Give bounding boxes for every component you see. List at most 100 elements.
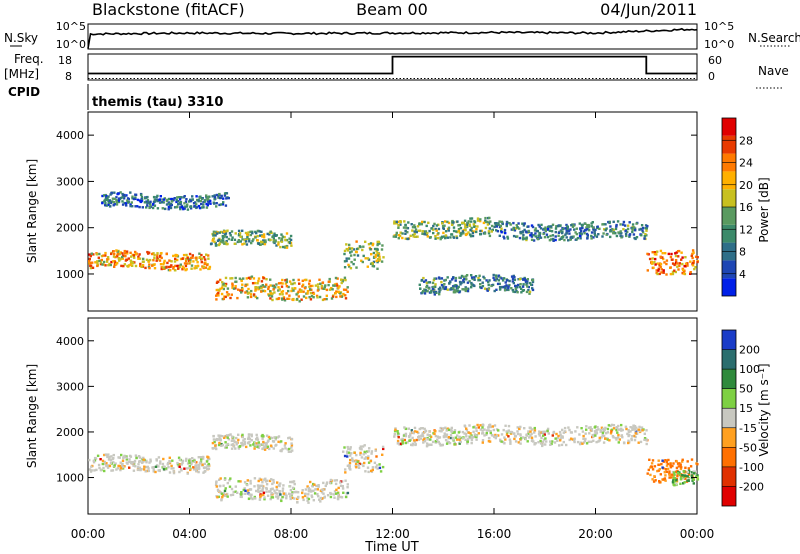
power-cell <box>451 287 455 290</box>
velocity-cell <box>399 442 403 445</box>
power-cell <box>186 203 189 206</box>
velocity-cell <box>397 436 400 439</box>
power-cell <box>102 254 105 257</box>
x-axis-ticks: 00:00 04:00 08:00 12:00 16:00 20:00 00:00 <box>71 112 714 541</box>
power-cell <box>121 252 124 255</box>
power-cell <box>188 262 191 265</box>
power-cell <box>438 290 441 293</box>
power-cell <box>219 240 223 243</box>
velocity-cell <box>346 455 349 458</box>
velocity-cell <box>497 429 500 432</box>
power-cell <box>479 218 482 221</box>
power-cell <box>179 201 183 204</box>
velocity-cell <box>587 440 590 443</box>
power-cell <box>116 252 120 256</box>
power-cell <box>134 196 137 199</box>
power-cell <box>272 237 275 240</box>
power-cell <box>421 232 424 235</box>
velocity-cell <box>629 426 632 429</box>
power-cell <box>433 293 436 296</box>
velocity-colorbar-tick-label: 15 <box>739 402 753 415</box>
velocity-cell <box>107 458 111 461</box>
power-cell <box>130 201 133 204</box>
power-cell <box>260 287 263 290</box>
power-cell <box>526 282 529 285</box>
velocity-cell <box>612 427 616 430</box>
velocity-cell <box>350 452 353 455</box>
power-cell <box>215 230 218 234</box>
power-cell <box>500 227 503 230</box>
velocity-cell <box>291 480 294 483</box>
velocity-cell <box>662 478 665 481</box>
power-cell <box>479 233 482 236</box>
velocity-cell <box>599 430 602 433</box>
power-cell <box>275 283 278 286</box>
power-cell <box>239 289 242 292</box>
velocity-cell <box>456 434 459 437</box>
power-cell <box>204 258 207 261</box>
power-cell <box>273 241 276 245</box>
power-cell <box>311 284 314 288</box>
power-cell <box>285 280 288 284</box>
velocity-cell <box>249 479 252 483</box>
power-cell <box>181 265 184 268</box>
power-cell <box>159 201 162 204</box>
power-cell <box>301 285 304 288</box>
power-cell <box>240 279 243 283</box>
velocity-cell <box>235 443 238 446</box>
power-colorbar-swatch <box>722 135 736 154</box>
power-cell <box>352 262 355 266</box>
power-cell <box>249 295 253 299</box>
power-cell <box>117 199 121 202</box>
velocity-cell <box>393 430 397 433</box>
x-axis-label: Time UT <box>364 540 418 554</box>
velocity-cell <box>650 462 654 465</box>
velocity-cell <box>201 457 205 460</box>
power-cell <box>626 230 629 234</box>
power-cell <box>459 234 462 237</box>
power-cell <box>115 199 118 202</box>
power-cell <box>501 279 505 282</box>
velocity-cell <box>593 426 596 429</box>
velocity-cell <box>635 426 638 429</box>
power-cell <box>323 298 326 301</box>
power-cell <box>113 261 117 264</box>
power-cell <box>491 228 494 231</box>
power-cell <box>547 226 550 229</box>
velocity-cell <box>579 441 583 444</box>
velocity-cell <box>661 466 664 469</box>
velocity-cell <box>438 442 442 445</box>
velocity-cell <box>634 432 638 435</box>
power-cell <box>134 205 137 208</box>
power-cell <box>515 227 518 230</box>
power-cell <box>420 278 424 282</box>
velocity-cell <box>533 426 536 430</box>
velocity-cell <box>562 440 565 444</box>
power-cell <box>641 231 645 234</box>
power-cell <box>241 288 244 291</box>
velocity-cell <box>393 433 396 436</box>
power-cell <box>172 267 175 270</box>
power-cell <box>145 200 148 203</box>
velocity-cell <box>101 462 104 466</box>
power-cell <box>280 233 283 236</box>
power-cell <box>648 257 652 261</box>
velocity-cell <box>198 467 201 470</box>
velocity-cell <box>445 433 449 436</box>
velocity-cell <box>321 497 324 500</box>
velocity-cell <box>281 447 284 451</box>
power-cell <box>195 203 198 206</box>
velocity-cell <box>241 435 244 439</box>
velocity-cell <box>343 446 346 449</box>
velocity-cell <box>669 464 672 467</box>
power-cell <box>204 261 207 264</box>
power-cell <box>208 195 211 198</box>
power-cell <box>229 234 232 237</box>
velocity-cell <box>450 430 454 433</box>
power-cell <box>656 262 659 265</box>
velocity-cell <box>546 429 549 433</box>
velocity-cell <box>537 441 540 444</box>
velocity-colorbar-tick-label: -100 <box>739 461 764 474</box>
velocity-cell <box>428 430 431 433</box>
velocity-cell <box>615 426 618 429</box>
